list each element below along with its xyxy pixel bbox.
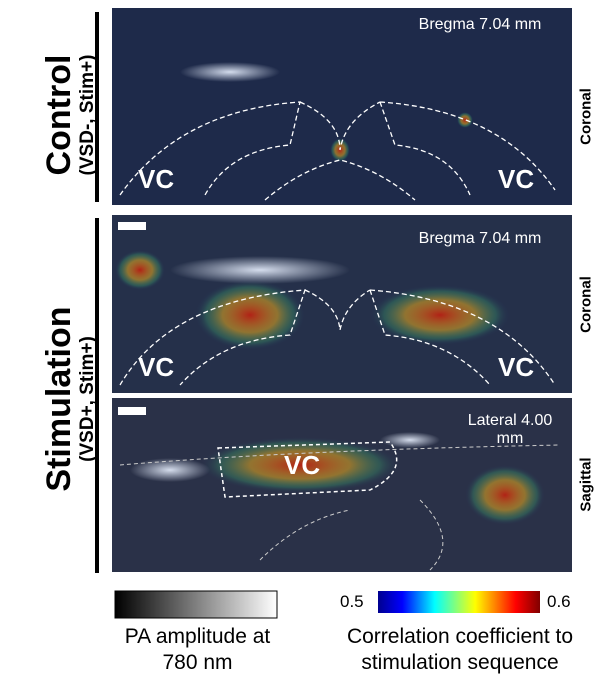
colorbar-gray xyxy=(115,591,277,618)
position-label: Bregma 7.04 mm xyxy=(395,230,565,248)
view-label: Coronal xyxy=(578,57,595,177)
view-label: Coronal xyxy=(578,245,595,365)
colorbar-jet xyxy=(378,591,540,613)
region-label: VC xyxy=(498,164,534,195)
region-label: VC xyxy=(498,352,534,383)
position-label: Lateral 4.00 mm xyxy=(455,412,565,448)
figure: Control(VSD-, Stim+) Stimulation(VSD+, S… xyxy=(0,0,601,683)
colorbar-min: 0.5 xyxy=(340,592,364,612)
colorbar-label: Correlation coefficient to stimulation s… xyxy=(322,624,598,676)
region-label: VC xyxy=(138,352,174,383)
colorbar-max: 0.6 xyxy=(547,592,571,612)
region-label: VC xyxy=(138,164,174,195)
colorbar-label: PA amplitude at 780 nm xyxy=(110,624,285,676)
position-label: Bregma 7.04 mm xyxy=(395,16,565,34)
images xyxy=(0,0,601,683)
region-label: VC xyxy=(284,450,320,481)
view-label: Sagittal xyxy=(578,425,595,545)
